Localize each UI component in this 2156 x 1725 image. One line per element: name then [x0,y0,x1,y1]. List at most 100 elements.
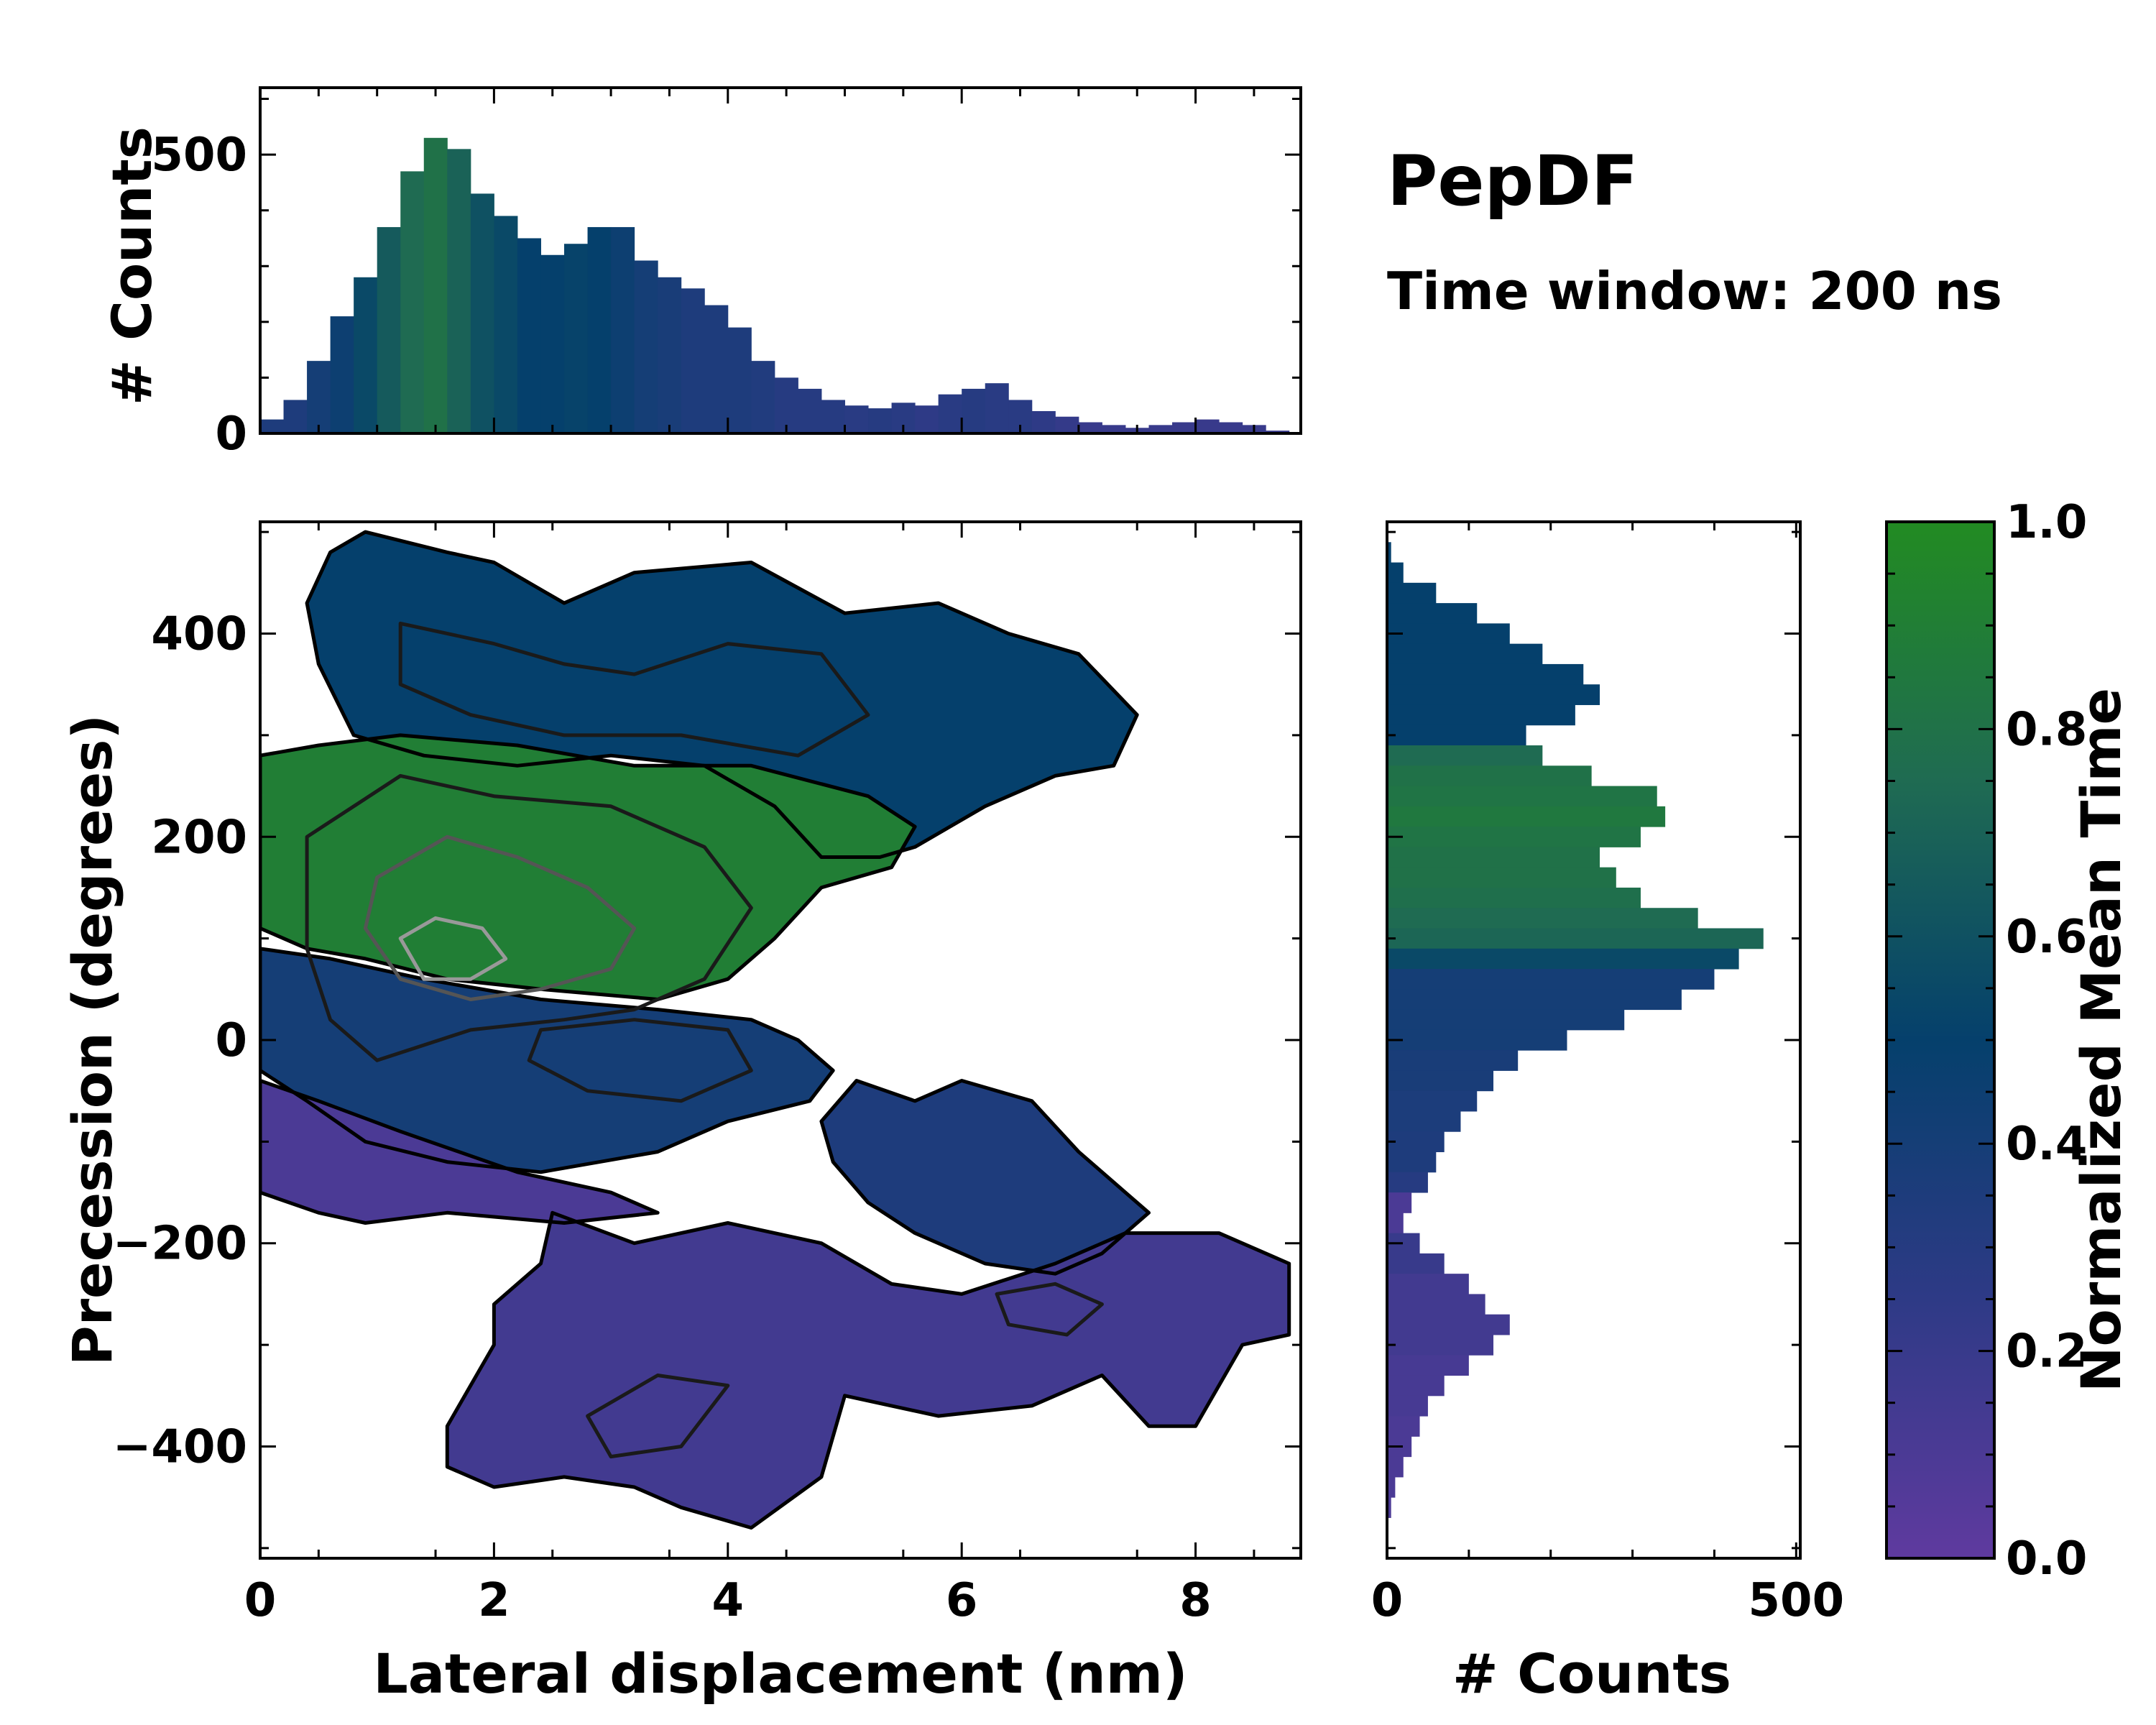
right-histogram-bar [1387,1314,1510,1335]
right-histogram-bar [1387,1416,1420,1437]
top-ytick-label: 0 [215,408,247,461]
colorbar-label: Normalized Mean Time [2069,688,2133,1392]
right-histogram-bar [1387,847,1600,868]
top-histogram-bars [260,137,1290,434]
right-histogram-bar [1387,1253,1445,1274]
right-histogram-bar [1387,786,1657,807]
top-histogram-bar [611,226,635,433]
right-histogram-bar [1387,1070,1494,1092]
top-histogram-bar [868,408,893,433]
right-histogram-bar [1387,1375,1445,1397]
right-histogram-bar [1387,806,1666,827]
top-histogram-bar [962,388,986,433]
right-histogram-bar [1387,765,1592,787]
top-histogram-bar [634,260,658,433]
top-histogram-bar [517,238,541,433]
right-histogram-bar [1387,704,1575,726]
right-histogram-panel: 0 500 # Counts [1371,520,1844,1706]
density-regions [260,527,1294,1533]
right-histogram-bar [1387,643,1543,665]
main-ytick-label: −200 [113,1218,247,1271]
top-histogram-bar [1031,410,1056,433]
right-histogram-bar [1387,867,1616,888]
top-histogram-bar [844,405,869,433]
right-histogram-bar [1387,1009,1625,1031]
figure-subtitle: Time window: 200 ns [1387,261,2002,321]
right-histogram-bar [1387,928,1764,949]
top-histogram-bar [727,327,752,433]
top-histogram-bar [447,149,471,433]
right-histogram-bar [1387,582,1437,604]
right-histogram-bar [1387,1476,1396,1498]
colorbar-tick-label: 0.4 [2006,1118,2087,1171]
top-histogram-ylabel: # Counts [100,126,164,405]
right-histogram-bar [1387,724,1526,746]
top-histogram-bar [915,405,939,433]
contour-center-outer [305,773,753,1062]
right-histogram-axes: 0 500 [1371,520,1844,1627]
region-bottom-left-purple-outline [260,1079,660,1225]
top-histogram-axes: 0 500 [151,86,1302,461]
right-histogram-bar [1387,745,1543,766]
colorbar-tick-label: 0.2 [2006,1325,2087,1379]
contour-lower [527,1018,753,1103]
right-histogram-bar [1387,1274,1469,1294]
top-histogram-bar [1219,422,1243,433]
right-histogram-bar [1387,1172,1428,1193]
right-histogram-bar [1387,969,1715,990]
top-histogram-frame [259,86,1302,435]
main-xtick-label: 0 [244,1574,277,1627]
right-histogram-bar [1387,623,1510,645]
right-histogram-bar [1387,887,1641,908]
right-histogram-bar [1387,1110,1461,1132]
top-histogram-bar [260,419,285,433]
region-right-blue-lobe-outline [819,1079,1151,1276]
region-lower-blue [260,948,834,1172]
right-histogram-bar [1387,1131,1445,1153]
top-histogram-bar [751,361,775,433]
top-histogram-bar [658,277,682,433]
main-xtick-label: 4 [712,1574,745,1627]
main-ylabel: Precession (degrees) [60,714,124,1366]
right-histogram-bar [1387,1029,1567,1051]
right-histogram-bar [1387,1334,1494,1356]
right-histogram-bar [1387,1090,1478,1112]
density-contours [305,621,1104,1459]
top-histogram-bar [1055,416,1079,433]
right-histogram-bar [1387,542,1391,564]
main-ytick-label: 400 [151,608,247,661]
right-histogram-bar [1387,908,1698,929]
region-top-blue [307,532,1138,857]
region-top-blue-outline [305,530,1139,859]
top-histogram-bar [307,361,331,433]
colorbar-tick-label: 0.6 [2006,911,2087,964]
right-histogram-bar [1387,603,1478,624]
right-histogram-bar [1387,827,1641,847]
contour-top-outer [398,621,870,758]
right-histogram-bar [1387,948,1739,970]
right-histogram-bar [1387,562,1404,584]
main-density-panel: 0 2 4 6 8 −400 −200 0 200 400 Lateral displacemen… [60,520,1302,1706]
main-xtick-label: 6 [946,1574,978,1627]
top-histogram-bar [774,377,798,433]
right-histogram-bar [1387,1213,1404,1234]
top-histogram-bar [283,400,308,433]
main-ytick-label: −400 [113,1420,247,1473]
contour-right [995,1282,1104,1337]
right-histogram-bar [1387,1192,1412,1213]
right-histogram-bar [1387,1355,1469,1376]
top-histogram-bar [1102,425,1126,433]
right-histogram-bars [1387,542,1764,1518]
top-histogram-bar [1172,422,1197,433]
region-middle-green-outline [260,733,917,1001]
top-histogram-bar [354,277,378,433]
right-histogram-xlabel: # Counts [1452,1642,1731,1706]
main-xtick-label: 2 [478,1574,510,1627]
region-right-blue-lobe [821,1080,1149,1274]
colorbar-gradient [1885,520,1996,1560]
right-histogram-bar [1387,1456,1404,1478]
top-histogram-bar [1195,419,1220,433]
top-histogram-bar [704,305,729,433]
right-histogram-bar [1387,1050,1519,1071]
right-histogram-bar [1387,1151,1437,1173]
